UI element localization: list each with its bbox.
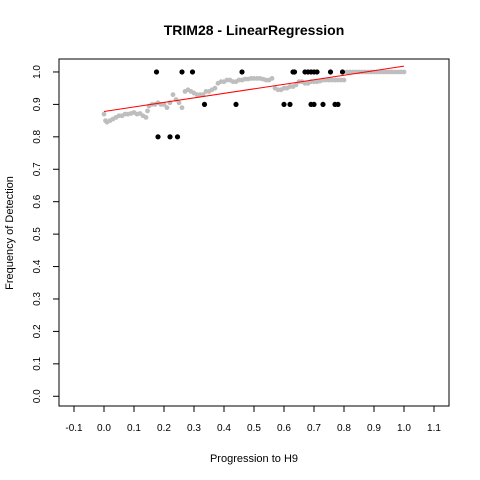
observed-series xyxy=(153,69,346,140)
y-tick-label: 0.9 xyxy=(32,97,43,111)
smoothed-point xyxy=(143,114,149,120)
observed-point xyxy=(320,101,326,108)
observed-point xyxy=(233,101,239,108)
observed-point xyxy=(335,101,341,108)
smoothed-point xyxy=(145,108,150,114)
smoothed-point xyxy=(179,105,185,111)
x-tick-label: 0.7 xyxy=(307,423,321,434)
x-axis-label: Progression to H9 xyxy=(210,453,298,465)
observed-point xyxy=(179,69,185,75)
smoothed-point xyxy=(161,102,167,107)
observed-point xyxy=(339,69,346,75)
observed-point xyxy=(155,134,161,140)
smoothed-point xyxy=(293,82,299,88)
x-tick-label: 1.0 xyxy=(397,423,411,434)
x-tick-label: 0.9 xyxy=(367,423,381,434)
x-tick-label: 0.6 xyxy=(277,423,291,434)
x-tick-label: 0.5 xyxy=(247,423,261,434)
observed-point xyxy=(189,69,196,75)
observed-point xyxy=(291,69,298,75)
y-tick-label: 0.2 xyxy=(32,324,43,338)
x-tick-label: 1.1 xyxy=(427,423,441,434)
y-axis-label: Frequency of Detection xyxy=(4,176,16,290)
y-tick-label: 0.6 xyxy=(32,194,43,208)
observed-point xyxy=(153,69,160,75)
x-tick-label: 0.0 xyxy=(97,423,111,434)
observed-point xyxy=(327,69,334,75)
smoothed-series xyxy=(101,69,407,125)
y-tick-label: 0.8 xyxy=(32,129,43,143)
smoothed-point xyxy=(170,92,176,98)
observed-point xyxy=(281,101,287,108)
smoothed-point xyxy=(401,69,407,75)
observed-point xyxy=(167,134,173,140)
chart-title: TRIM28 - LinearRegression xyxy=(164,22,345,38)
smoothed-point xyxy=(269,76,275,81)
x-tick-label: 0.8 xyxy=(337,423,351,434)
x-tick-label: 0.1 xyxy=(127,423,141,434)
observed-point xyxy=(314,69,320,75)
y-tick-label: 0.3 xyxy=(32,292,43,306)
observed-point xyxy=(174,134,181,140)
smoothed-point xyxy=(341,77,347,83)
y-axis: 0.0 0.1 0.2 0.3 0.4 0.5 0.6 0.7 0.8 0.9 1.0 xyxy=(32,65,59,403)
observed-point xyxy=(239,69,245,75)
x-tick-label: -0.1 xyxy=(65,423,83,434)
observed-point xyxy=(311,101,317,108)
regression-line-series xyxy=(103,65,405,113)
y-tick-label: 0.5 xyxy=(32,227,43,241)
x-axis: -0.1 0.0 0.1 0.2 0.3 0.4 0.5 0.6 0.7 0.8 0.9 1.0 1.1 xyxy=(65,406,441,434)
smoothed-point xyxy=(176,100,182,106)
smoothed-point xyxy=(212,85,218,91)
y-tick-label: 0.1 xyxy=(32,356,43,370)
x-tick-label: 0.2 xyxy=(157,423,171,434)
y-tick-label: 0.0 xyxy=(32,389,43,403)
smoothed-point xyxy=(101,111,107,117)
smoothed-point xyxy=(164,105,170,111)
y-tick-label: 0.4 xyxy=(32,259,43,273)
x-tick-label: 0.3 xyxy=(187,423,201,434)
observed-point xyxy=(201,101,208,108)
x-tick-label: 0.4 xyxy=(217,423,231,434)
y-tick-label: 1.0 xyxy=(32,65,43,79)
observed-point xyxy=(287,101,293,108)
y-tick-label: 0.7 xyxy=(32,162,43,176)
regression-line xyxy=(103,65,405,113)
